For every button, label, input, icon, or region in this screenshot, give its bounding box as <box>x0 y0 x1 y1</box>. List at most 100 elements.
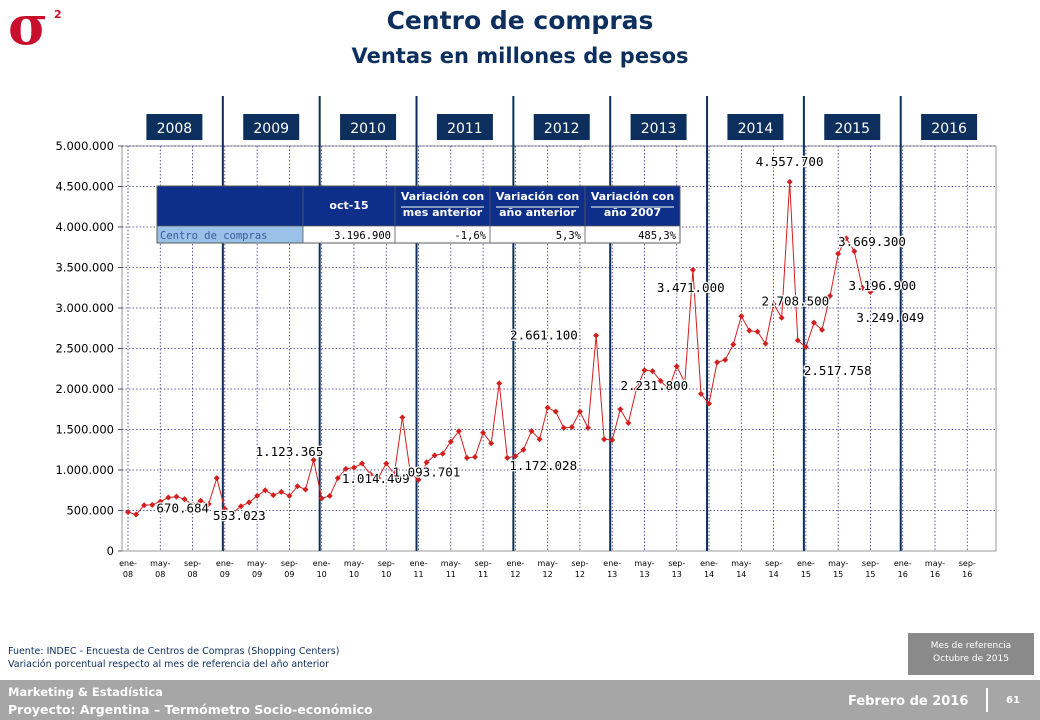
x-tick-label-month: ene- <box>894 559 912 568</box>
x-tick-label-year: 08 <box>123 570 133 579</box>
data-label: 3.471.000 <box>657 280 725 295</box>
data-point <box>407 470 414 477</box>
data-point <box>278 488 285 495</box>
data-point <box>778 314 785 321</box>
x-tick-label-year: 12 <box>575 570 585 579</box>
x-tick-label-month: ene- <box>216 559 234 568</box>
year-banner-2015 <box>824 114 881 140</box>
data-point <box>310 457 317 464</box>
y-tick-label: 1.000.000 <box>55 463 114 477</box>
y-tick-label: 2.500.000 <box>55 342 114 356</box>
summary-table-header-text: Variación con <box>591 190 674 203</box>
data-point <box>350 464 357 471</box>
data-point <box>681 379 688 386</box>
summary-table-label-cell <box>157 226 303 243</box>
year-banner-label: 2014 <box>738 121 774 137</box>
data-point <box>617 406 624 413</box>
x-tick-label-year: 10 <box>381 570 391 579</box>
x-tick-label-month: sep- <box>668 559 685 568</box>
summary-table-header-text: mes anterior <box>403 206 483 219</box>
year-banner-2016 <box>921 114 978 140</box>
data-point <box>262 487 269 494</box>
x-tick-label-month: sep- <box>475 559 492 568</box>
x-tick-label-year: 16 <box>962 570 972 579</box>
footer-org: Marketing & Estadística <box>8 685 163 699</box>
data-point <box>205 501 212 508</box>
data-point <box>633 386 640 392</box>
data-point <box>738 313 745 320</box>
x-tick-label-year: 12 <box>543 570 553 579</box>
data-point <box>762 340 769 347</box>
x-tick-label-year: 15 <box>801 570 811 579</box>
x-tick-label-year: 12 <box>510 570 520 579</box>
x-tick-label-year: 14 <box>736 570 746 579</box>
x-tick-label-month: sep- <box>281 559 298 568</box>
data-point <box>851 248 858 255</box>
x-tick-label-month: ene- <box>506 559 524 568</box>
summary-table-border <box>156 185 681 244</box>
data-label: 3.249.049 <box>856 310 924 325</box>
x-tick-label-month: sep- <box>571 559 588 568</box>
data-point <box>270 492 277 499</box>
data-label: 2.708.500 <box>761 294 829 309</box>
data-point <box>472 454 479 461</box>
year-banner-label: 2011 <box>447 121 483 137</box>
x-tick-label-month: may- <box>925 559 945 568</box>
reference-month-box: Mes de referencia Octubre de 2015 <box>908 633 1034 675</box>
x-tick-label-year: 10 <box>317 570 327 579</box>
data-point <box>318 495 325 502</box>
data-point <box>383 460 390 467</box>
year-banner-label: 2008 <box>157 121 193 137</box>
summary-table-header-text: Variación con <box>401 190 484 203</box>
data-point <box>568 424 575 431</box>
summary-table-header-text: año 2007 <box>604 206 661 219</box>
data-point <box>722 356 729 363</box>
year-banner-label: 2015 <box>834 121 870 137</box>
y-tick-label: 2.000.000 <box>55 382 114 396</box>
summary-table-value: 5,3% <box>556 230 582 242</box>
x-tick-label-month: ene- <box>410 559 428 568</box>
data-point <box>504 454 511 461</box>
x-tick-label-year: 15 <box>865 570 875 579</box>
data-point <box>786 178 793 185</box>
x-tick-label-year: 16 <box>930 570 940 579</box>
data-point <box>221 505 228 512</box>
data-point <box>165 494 172 501</box>
page-footer: Marketing & Estadística Proyecto: Argent… <box>0 680 1040 720</box>
data-point <box>520 446 527 453</box>
summary-table-header-text: Variación con <box>496 190 579 203</box>
data-label: 1.014.409 <box>342 471 410 486</box>
page-subtitle: Ventas en millones de pesos <box>351 44 689 68</box>
data-point <box>584 424 591 431</box>
data-point <box>665 386 672 392</box>
data-point <box>229 509 236 516</box>
data-point <box>447 438 454 445</box>
page-title: Centro de compras <box>386 6 654 35</box>
sigma-logo-superscript: 2 <box>54 8 62 21</box>
data-point <box>375 475 382 482</box>
variation-note: Variación porcentual respecto al mes de … <box>8 659 329 670</box>
data-point <box>359 460 366 467</box>
x-tick-label-month: sep- <box>184 559 201 568</box>
data-point <box>189 501 196 508</box>
data-point <box>819 326 826 333</box>
data-point <box>157 498 164 505</box>
data-point <box>302 486 309 493</box>
x-tick-label-year: 11 <box>446 570 456 579</box>
x-tick-label-month: sep- <box>959 559 976 568</box>
data-point <box>173 493 180 500</box>
data-point <box>609 437 616 444</box>
year-banner-label: 2016 <box>931 121 967 137</box>
data-point <box>697 390 704 397</box>
data-point <box>431 452 438 459</box>
data-point <box>334 475 341 482</box>
data-point <box>463 454 470 461</box>
data-point <box>286 492 293 499</box>
data-point <box>746 327 753 334</box>
data-point <box>326 492 333 499</box>
data-label: 670.684 <box>156 501 209 516</box>
x-tick-label-month: sep- <box>862 559 879 568</box>
year-banner-2010 <box>340 114 397 140</box>
data-point <box>367 471 374 478</box>
source-footnote: Fuente: INDEC - Encuesta de Centros de C… <box>8 645 339 671</box>
